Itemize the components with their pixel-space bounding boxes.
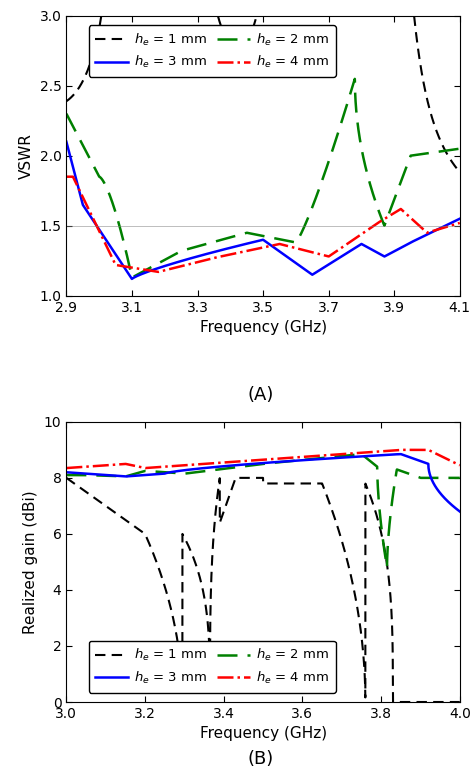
Legend: $h_e$ = 1 mm, $h_e$ = 3 mm, $h_e$ = 2 mm, $h_e$ = 4 mm: $h_e$ = 1 mm, $h_e$ = 3 mm, $h_e$ = 2 mm…: [89, 640, 336, 693]
$h_e$ = 2 mm: [387, 515, 393, 524]
$h_e$ = 4 mm: [135, 264, 141, 273]
$h_e$ = 1 mm: [64, 473, 69, 483]
$h_e$ = 4 mm: [398, 445, 404, 455]
$h_e$ = 1 mm: [300, 479, 305, 488]
Line: $h_e$ = 4 mm: $h_e$ = 4 mm: [66, 177, 460, 272]
$h_e$ = 3 mm: [457, 507, 463, 516]
$h_e$ = 4 mm: [64, 172, 69, 182]
$h_e$ = 2 mm: [64, 109, 69, 119]
Line: $h_e$ = 1 mm: $h_e$ = 1 mm: [66, 0, 460, 172]
$h_e$ = 1 mm: [214, 7, 219, 16]
$h_e$ = 4 mm: [155, 268, 161, 277]
Text: (A): (A): [247, 386, 274, 404]
Line: $h_e$ = 3 mm: $h_e$ = 3 mm: [66, 454, 460, 512]
$h_e$ = 2 mm: [319, 176, 325, 185]
Line: $h_e$ = 2 mm: $h_e$ = 2 mm: [66, 79, 460, 278]
$h_e$ = 1 mm: [457, 168, 463, 177]
$h_e$ = 2 mm: [457, 144, 463, 154]
$h_e$ = 2 mm: [300, 226, 305, 236]
Y-axis label: Realized gain (dBi): Realized gain (dBi): [23, 490, 38, 633]
X-axis label: Frequency (GHz): Frequency (GHz): [200, 320, 327, 335]
$h_e$ = 4 mm: [357, 230, 363, 239]
$h_e$ = 2 mm: [214, 465, 219, 474]
$h_e$ = 2 mm: [384, 562, 390, 572]
$h_e$ = 2 mm: [358, 449, 364, 459]
$h_e$ = 3 mm: [300, 456, 305, 465]
Y-axis label: VSWR: VSWR: [19, 133, 34, 179]
$h_e$ = 3 mm: [457, 214, 463, 223]
$h_e$ = 3 mm: [300, 263, 305, 272]
$h_e$ = 4 mm: [457, 460, 463, 470]
X-axis label: Frequency (GHz): Frequency (GHz): [200, 726, 327, 742]
$h_e$ = 3 mm: [319, 454, 325, 463]
$h_e$ = 4 mm: [387, 446, 392, 456]
$h_e$ = 3 mm: [135, 471, 141, 480]
$h_e$ = 2 mm: [135, 270, 141, 279]
$h_e$ = 2 mm: [387, 206, 393, 215]
$h_e$ = 4 mm: [64, 463, 69, 473]
$h_e$ = 2 mm: [214, 236, 219, 246]
$h_e$ = 3 mm: [64, 467, 69, 477]
$h_e$ = 4 mm: [214, 253, 219, 262]
$h_e$ = 1 mm: [457, 697, 463, 707]
Text: (B): (B): [247, 750, 274, 768]
$h_e$ = 4 mm: [319, 451, 325, 460]
$h_e$ = 4 mm: [319, 250, 325, 260]
$h_e$ = 3 mm: [64, 137, 69, 147]
$h_e$ = 1 mm: [387, 584, 392, 594]
$h_e$ = 3 mm: [214, 463, 219, 472]
$h_e$ = 3 mm: [214, 246, 219, 256]
$h_e$ = 2 mm: [300, 456, 305, 465]
$h_e$ = 3 mm: [357, 240, 363, 250]
Line: $h_e$ = 2 mm: $h_e$ = 2 mm: [66, 454, 460, 567]
$h_e$ = 2 mm: [129, 273, 135, 282]
$h_e$ = 1 mm: [64, 97, 69, 106]
$h_e$ = 3 mm: [387, 249, 393, 258]
$h_e$ = 2 mm: [319, 453, 325, 463]
$h_e$ = 2 mm: [64, 470, 69, 480]
$h_e$ = 3 mm: [387, 450, 392, 459]
$h_e$ = 4 mm: [135, 462, 141, 471]
$h_e$ = 3 mm: [129, 275, 135, 284]
$h_e$ = 4 mm: [300, 452, 305, 462]
$h_e$ = 1 mm: [390, 697, 396, 707]
$h_e$ = 1 mm: [135, 524, 141, 534]
$h_e$ = 1 mm: [319, 479, 325, 488]
$h_e$ = 4 mm: [387, 211, 393, 220]
$h_e$ = 2 mm: [457, 473, 463, 483]
$h_e$ = 2 mm: [352, 74, 358, 83]
$h_e$ = 2 mm: [357, 136, 363, 145]
$h_e$ = 3 mm: [398, 449, 403, 459]
$h_e$ = 4 mm: [457, 218, 463, 228]
$h_e$ = 1 mm: [357, 620, 363, 629]
$h_e$ = 2 mm: [135, 468, 141, 477]
$h_e$ = 4 mm: [357, 448, 363, 457]
$h_e$ = 3 mm: [135, 271, 141, 280]
$h_e$ = 4 mm: [214, 459, 219, 468]
$h_e$ = 3 mm: [357, 452, 363, 461]
$h_e$ = 3 mm: [319, 264, 325, 273]
$h_e$ = 4 mm: [300, 245, 305, 254]
Line: $h_e$ = 3 mm: $h_e$ = 3 mm: [66, 142, 460, 279]
$h_e$ = 2 mm: [357, 449, 363, 459]
$h_e$ = 1 mm: [214, 498, 219, 507]
Legend: $h_e$ = 1 mm, $h_e$ = 3 mm, $h_e$ = 2 mm, $h_e$ = 4 mm: $h_e$ = 1 mm, $h_e$ = 3 mm, $h_e$ = 2 mm…: [89, 25, 336, 77]
Line: $h_e$ = 4 mm: $h_e$ = 4 mm: [66, 450, 460, 468]
Line: $h_e$ = 1 mm: $h_e$ = 1 mm: [66, 478, 460, 702]
